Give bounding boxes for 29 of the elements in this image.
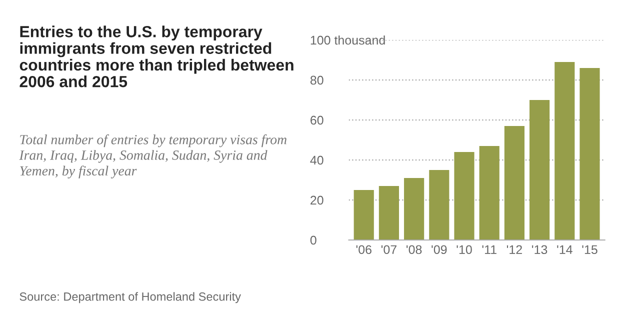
y-tick-label: 40: [310, 156, 324, 165]
bar: [354, 190, 374, 240]
bar: [580, 68, 600, 240]
x-tick-label: '14: [557, 245, 572, 254]
bar: [404, 178, 424, 240]
y-tick-label: 20: [310, 196, 324, 205]
y-tick-label: 60: [310, 116, 324, 125]
bar: [429, 170, 450, 240]
text: Total number of entries by temporary visas from Iran, Iraq, Libya, Somalia, Sudan, Syria and Yemen, by fiscal year: [19, 134, 286, 178]
x-tick-label: '09: [432, 245, 447, 254]
x-tick-label: '12: [506, 245, 522, 254]
bar: [504, 126, 524, 240]
x-tick-label: '06: [356, 245, 372, 254]
bar: [554, 62, 575, 240]
y-tick-label: 80: [310, 76, 324, 85]
bar: [454, 152, 474, 240]
bar: [530, 100, 550, 240]
x-tick-label: '15: [582, 245, 598, 254]
y-tick-label: 100 thousand: [310, 35, 385, 45]
source-note: Source: Department of Homeland Security: [20, 292, 241, 304]
x-tick-label: '13: [532, 245, 548, 254]
text: Entries to the U.S. by temporary immigrants from seven restricted countries more than tripled between 2006 and 2015: [20, 26, 294, 88]
x-tick-label: '08: [406, 245, 422, 254]
x-tick-label: '10: [456, 245, 472, 254]
x-tick-label: '11: [482, 245, 496, 254]
y-tick-label: 0: [310, 236, 316, 245]
bar: [479, 146, 500, 240]
x-tick-label: '07: [381, 245, 396, 254]
bar: [378, 186, 399, 240]
